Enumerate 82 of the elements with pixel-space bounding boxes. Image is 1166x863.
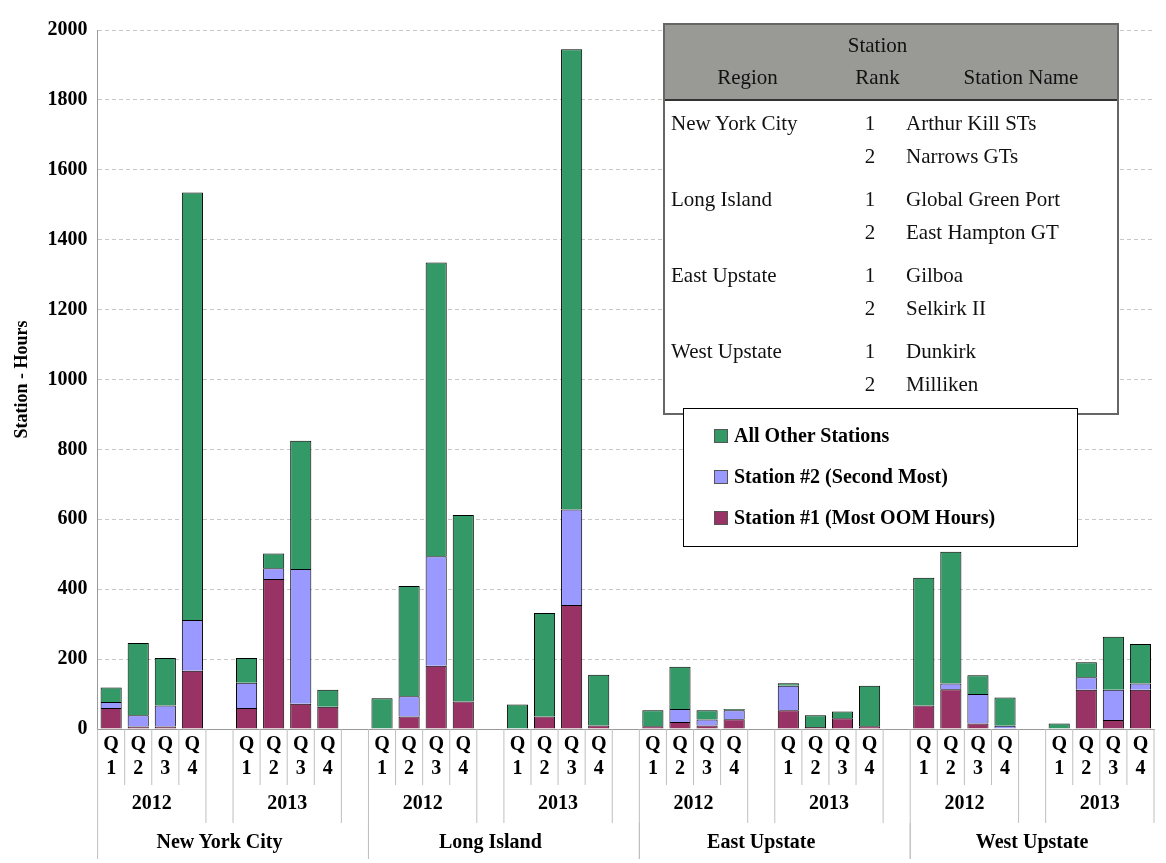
x-tick-label: Q4 <box>1132 732 1149 779</box>
annotation: 2 <box>863 370 877 398</box>
x-tick-label: Q1 <box>509 732 526 779</box>
annotation: Arthur Kill STs <box>905 110 1038 137</box>
x-tick-label: Q1 <box>645 732 661 779</box>
annotation: 1 <box>863 262 877 289</box>
y-tick-label: 1400 <box>47 226 88 249</box>
x-tick-label: Q4 <box>320 732 336 779</box>
y-tick-label: 800 <box>57 436 88 459</box>
legend-label: Station #2 (Second Most) <box>734 465 948 488</box>
x-tick-label: Q2 <box>1078 732 1095 779</box>
annotation: Gilboa <box>905 262 965 289</box>
annotation: Global Green Port <box>905 186 1061 213</box>
x-tick-label: Q3 <box>1105 732 1122 779</box>
annotation: Station Rank <box>846 32 909 91</box>
annotation: New York City <box>670 110 799 137</box>
annotation: East Upstate <box>670 262 778 289</box>
annotation: Dunkirk <box>905 338 977 365</box>
text: West Upstate <box>975 830 1089 854</box>
annotation: 1 <box>863 338 877 365</box>
x-tick-label: Q1 <box>1051 732 1067 779</box>
text: New York City <box>156 830 283 854</box>
annotation: East Hampton GT <box>905 218 1060 246</box>
x-tick-label: Q3 <box>428 732 444 779</box>
y-tick-label: 1600 <box>47 156 88 179</box>
annotation: Station Name <box>962 64 1080 91</box>
x-tick-label: Q3 <box>157 732 174 779</box>
annotation: Region <box>716 64 779 91</box>
x-tick-label: Q1 <box>238 732 255 779</box>
x-tick-label: Q2 <box>130 732 147 779</box>
text: 2012 <box>402 791 443 814</box>
legend-label: All Other Stations <box>734 424 890 447</box>
x-tick-label: Q1 <box>780 732 797 779</box>
annotation: 2 <box>863 142 877 170</box>
y-tick-label: 600 <box>57 506 88 529</box>
y-tick-label: 2000 <box>47 17 88 40</box>
text: 2012 <box>944 791 985 814</box>
annotation: Long Island <box>670 186 773 213</box>
x-tick-label: Q3 <box>292 732 309 779</box>
x-tick-label: Q3 <box>834 732 851 779</box>
text: Long Island <box>438 830 542 854</box>
annotation: Narrows GTs <box>905 142 1020 170</box>
annotation: 1 <box>863 110 877 137</box>
annotation: 2 <box>863 294 877 322</box>
text: 2013 <box>1079 791 1120 814</box>
x-tick-label: Q2 <box>943 732 959 779</box>
text: 2013 <box>808 791 849 814</box>
text: 2013 <box>538 791 579 814</box>
y-tick-label: 1000 <box>47 366 88 389</box>
y-tick-label: 1200 <box>47 296 88 319</box>
x-tick-label: Q1 <box>915 732 932 779</box>
x-tick-label: Q2 <box>536 732 553 779</box>
x-tick-label: Q2 <box>265 732 282 779</box>
y-tick-label: 0 <box>77 716 88 739</box>
y-tick-label: 200 <box>57 646 88 669</box>
text: 2012 <box>673 791 714 814</box>
x-tick-label: Q2 <box>672 732 688 779</box>
x-tick-label: Q4 <box>184 732 201 779</box>
x-tick-label: Q3 <box>970 732 986 779</box>
annotation: 2 <box>863 218 877 246</box>
y-axis-title: Station - Hours <box>11 320 32 439</box>
text: 2012 <box>131 791 172 814</box>
x-tick-label: Q4 <box>861 732 878 779</box>
x-tick-label: Q2 <box>401 732 417 779</box>
annotation: Selkirk II <box>905 294 987 322</box>
y-tick-label: 1800 <box>47 87 88 110</box>
y-tick-label: 400 <box>57 576 88 599</box>
x-tick-label: Q3 <box>699 732 715 779</box>
text: East Upstate <box>707 830 816 854</box>
x-tick-label: Q4 <box>455 732 472 779</box>
legend-label: Station #1 (Most OOM Hours) <box>734 506 996 529</box>
x-tick-label: Q4 <box>726 732 742 779</box>
annotation: Milliken <box>905 370 980 398</box>
annotation: 1 <box>863 186 877 213</box>
x-tick-label: Q4 <box>997 732 1013 779</box>
annotation: West Upstate <box>670 338 783 365</box>
x-tick-label: Q4 <box>590 732 607 779</box>
x-tick-label: Q1 <box>103 732 119 779</box>
text: 2013 <box>267 791 308 814</box>
x-tick-label: Q2 <box>807 732 824 779</box>
x-tick-label: Q1 <box>374 732 390 779</box>
x-tick-label: Q3 <box>563 732 580 779</box>
